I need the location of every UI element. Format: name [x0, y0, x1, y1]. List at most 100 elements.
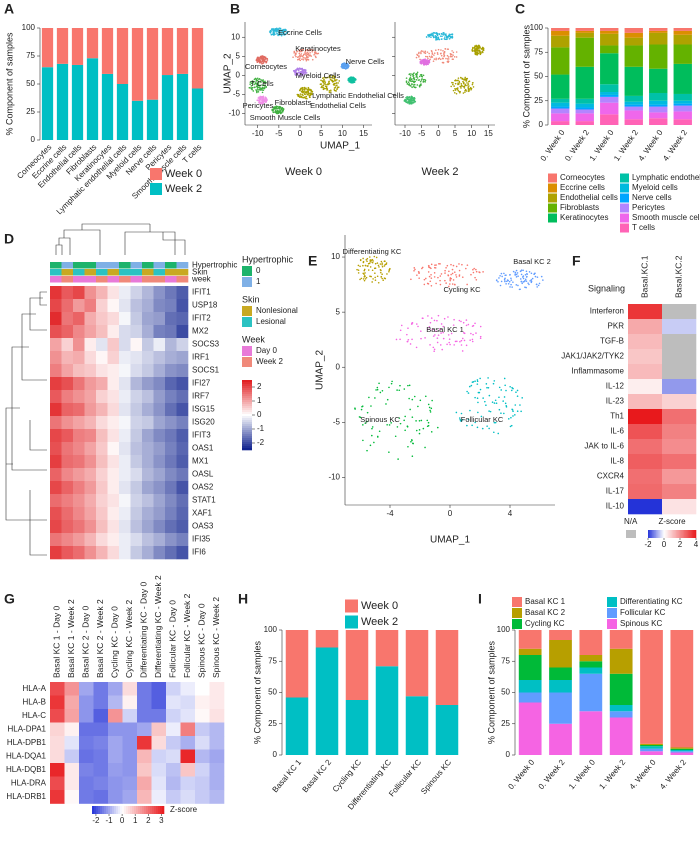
heatmap-cell: [61, 338, 74, 352]
y-axis-label: UMAP_2: [315, 350, 326, 390]
cell-point: [347, 65, 349, 67]
heatmap-cell: [142, 455, 154, 469]
bar-segment: [609, 717, 633, 755]
cell-point: [322, 88, 325, 91]
cell-point: [369, 256, 371, 258]
heatmap-cell: [195, 736, 210, 750]
x-tick-label: -5: [418, 129, 426, 138]
cell-point: [302, 58, 305, 61]
legend-swatch: [548, 173, 557, 183]
heatmap-cell: [50, 682, 65, 696]
cell-point: [451, 58, 454, 60]
cell-point: [266, 59, 269, 61]
annotation-cell: [84, 276, 97, 283]
cell-point: [528, 271, 531, 273]
colorbar-step: [120, 806, 123, 814]
cell-point: [461, 337, 464, 340]
bar-segment: [649, 118, 668, 125]
cell-point: [470, 332, 472, 335]
cell-point: [269, 31, 272, 33]
cell-point: [446, 48, 449, 50]
cell-point: [530, 272, 533, 275]
cell-point: [533, 273, 535, 276]
cell-point: [279, 105, 281, 108]
bar-segment: [640, 748, 663, 752]
bar-segment: [191, 88, 204, 140]
cell-point: [259, 86, 261, 89]
row-label: IFIT3: [192, 431, 211, 440]
cell-point: [324, 81, 326, 84]
cell-point: [320, 86, 323, 89]
cell-point: [363, 273, 365, 275]
bar-segment: [575, 37, 594, 67]
cell-point: [418, 419, 421, 422]
bar-segment: [640, 630, 663, 744]
heatmap-cell: [73, 468, 85, 482]
cell-point: [515, 273, 518, 276]
bar-segment: [673, 30, 692, 35]
cell-point: [307, 49, 309, 52]
x-tick-label: 0: [436, 129, 441, 138]
heatmap-cell: [73, 364, 85, 378]
cell-point: [510, 279, 513, 281]
cell-point: [362, 264, 364, 267]
cell-point: [434, 267, 437, 269]
cell-point: [305, 49, 307, 52]
cell-point: [460, 320, 462, 323]
colorbar-step: [661, 530, 663, 538]
cell-point: [464, 89, 466, 92]
heatmap-cell: [180, 722, 196, 737]
cell-point: [278, 27, 281, 29]
bar-segment: [624, 119, 643, 125]
cell-point: [357, 272, 360, 274]
bar-segment: [41, 28, 54, 68]
heatmap-cell: [84, 338, 97, 352]
bar-segment: [518, 655, 542, 680]
cell-point: [328, 80, 330, 83]
cell-point: [465, 344, 468, 347]
heatmap-cell: [209, 763, 225, 777]
heatmap-cell: [107, 494, 120, 508]
bar-segment: [624, 101, 643, 105]
bar-segment: [624, 104, 643, 107]
legend-label: Keratinocytes: [560, 213, 608, 222]
cell-point: [417, 325, 419, 328]
cell-point: [364, 422, 367, 424]
cell-point: [446, 60, 449, 63]
heatmap-cell: [137, 763, 152, 777]
heatmap-cell: [142, 286, 154, 300]
cell-point: [309, 48, 311, 51]
bar-segment: [649, 92, 668, 101]
bar-segment: [649, 44, 668, 69]
cell-point: [472, 381, 475, 383]
colorbar-step: [242, 400, 252, 403]
cell-point: [280, 107, 283, 109]
annotation-cell: [142, 262, 154, 269]
heatmap-cell: [84, 377, 97, 391]
bar-segment: [518, 630, 542, 649]
heatmap-cell: [662, 394, 697, 410]
cell-point: [447, 58, 450, 60]
cell-point: [498, 386, 501, 389]
bar-segment: [86, 28, 99, 59]
cell-point: [409, 76, 412, 79]
cell-point: [311, 58, 314, 61]
heatmap-cell: [176, 286, 189, 300]
cell-point: [463, 87, 466, 89]
cell-point: [499, 274, 501, 277]
cell-point: [385, 403, 387, 405]
heatmap-cell: [119, 416, 131, 430]
cell-point: [408, 73, 411, 75]
bar-segment: [649, 106, 668, 113]
cell-point: [309, 93, 312, 96]
cell-point: [517, 275, 519, 277]
cell-point: [432, 335, 435, 337]
cell-point: [282, 29, 285, 31]
heatmap-cell: [119, 299, 131, 313]
heatmap-cell: [96, 507, 108, 521]
heatmap-cell: [50, 520, 62, 534]
cell-point: [482, 271, 484, 273]
cell-point: [250, 85, 253, 87]
cell-point: [474, 51, 477, 54]
heatmap-cell: [662, 454, 697, 470]
